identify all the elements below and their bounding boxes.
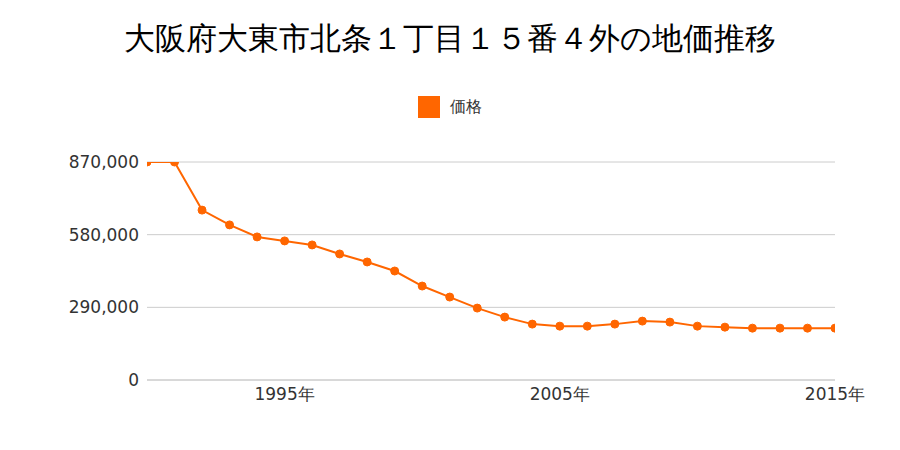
html-text:大阪府大東市北条１丁目１５番４外の地価推移: 大阪府大東市北条１丁目１５番４外の地価推移 [124,20,776,56]
html-text:価格: 価格 [450,96,482,116]
svg-text:580,000: 580,000 [69,225,139,245]
svg-text:290,000: 290,000 [69,297,139,317]
svg-text:0: 0 [128,370,139,390]
svg-text:1995年: 1995年 [254,384,314,404]
svg-text:2015年: 2015年 [805,384,865,404]
svg-text:2005年: 2005年 [530,384,590,404]
svg-text:870,000: 870,000 [69,152,139,172]
